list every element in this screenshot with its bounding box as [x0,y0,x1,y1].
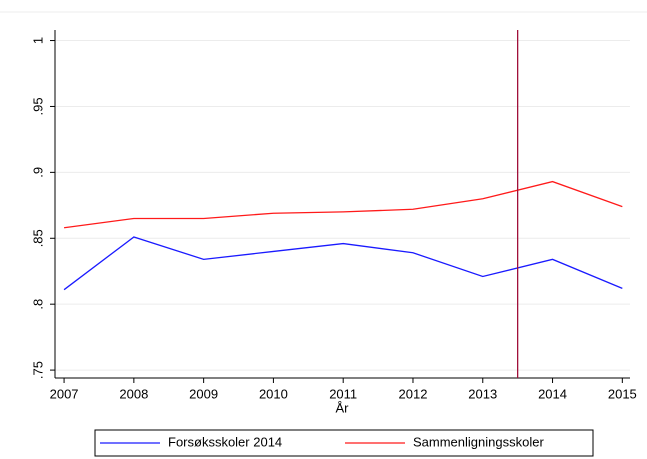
x-tick-label: 2008 [119,386,148,401]
x-tick-label: 2009 [189,386,218,401]
y-tick-label: .95 [30,97,45,115]
x-tick-label: 2013 [468,386,497,401]
x-tick-label: 2007 [50,386,79,401]
legend-label: Forsøksskoler 2014 [168,434,282,449]
y-tick-label: .9 [30,167,45,178]
x-tick-label: 2014 [538,386,567,401]
y-tick-label: .85 [30,229,45,247]
line-series [63,180,623,229]
x-tick-label: 2010 [259,386,288,401]
line-series [63,236,623,291]
y-tick-label: .8 [30,299,45,310]
legend [94,429,594,457]
x-tick-label: 2012 [399,386,428,401]
y-tick-label: 1 [30,37,45,44]
x-axis-label: År [336,400,350,415]
x-tick-label: 2015 [608,386,637,401]
x-tick-label: 2011 [329,386,357,401]
legend-label: Sammenligningsskoler [413,434,544,449]
y-tick-label: .75 [30,361,45,379]
